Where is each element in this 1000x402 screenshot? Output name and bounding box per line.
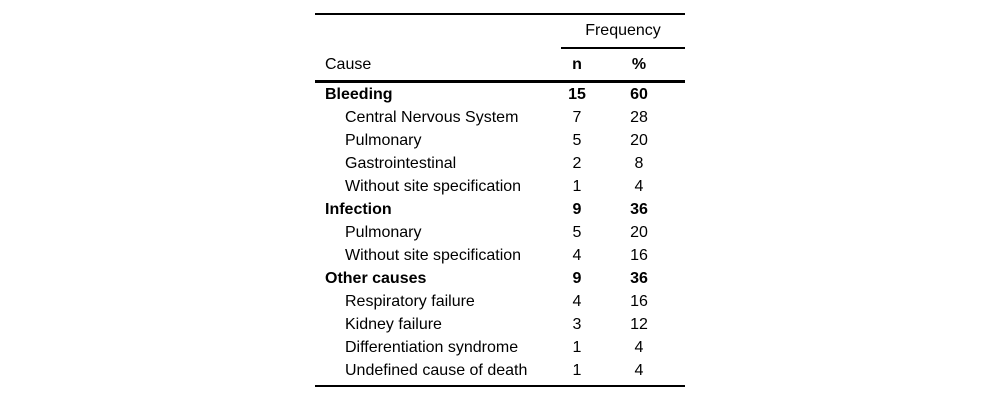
cause-cell: Bleeding — [325, 85, 393, 103]
percent-cell: 36 — [630, 200, 648, 218]
n-cell: 2 — [572, 154, 582, 172]
frequency-spanner-rule — [561, 47, 685, 49]
cause-cell: Without site specification — [345, 246, 522, 264]
table-body: Bleeding 15 60 Central Nervous System 7 … — [315, 83, 685, 382]
percent-cell: 60 — [630, 85, 648, 103]
percent-cell: 8 — [634, 154, 644, 172]
percent-cell: 4 — [634, 338, 644, 356]
n-cell: 3 — [572, 315, 582, 333]
table-bottom-rule — [315, 385, 685, 387]
cause-cell: Kidney failure — [345, 315, 442, 333]
n-cell: 7 — [572, 108, 582, 126]
column-header-percent: % — [631, 55, 647, 73]
n-cell: 1 — [572, 177, 582, 195]
percent-cell: 12 — [630, 315, 648, 333]
column-header-row: Cause n % — [315, 49, 685, 80]
table-row: Gastrointestinal 2 8 — [315, 152, 685, 175]
percent-cell: 36 — [630, 269, 648, 287]
percent-cell: 4 — [634, 361, 644, 379]
table-row: Kidney failure 3 12 — [315, 313, 685, 336]
percent-cell: 16 — [630, 246, 648, 264]
n-cell: 9 — [572, 200, 582, 218]
column-group-header-row: Frequency — [315, 15, 685, 47]
table-row: Without site specification 1 4 — [315, 175, 685, 198]
frequency-table: Frequency Cause n % Bleeding 15 60 Centr… — [315, 0, 685, 387]
table-row: Bleeding 15 60 — [315, 83, 685, 106]
cause-cell: Other causes — [325, 269, 427, 287]
cause-cell: Infection — [325, 200, 392, 218]
table-row: Respiratory failure 4 16 — [315, 290, 685, 313]
table-row: Central Nervous System 7 28 — [315, 106, 685, 129]
cause-cell: Respiratory failure — [345, 292, 475, 310]
n-cell: 4 — [572, 292, 582, 310]
n-cell: 1 — [572, 338, 582, 356]
n-cell: 9 — [572, 269, 582, 287]
table-row: Without site specification 4 16 — [315, 244, 685, 267]
column-header-n: n — [572, 55, 582, 73]
header-separator-rule — [315, 80, 685, 83]
cause-cell: Differentiation syndrome — [345, 338, 519, 356]
cause-cell: Pulmonary — [345, 131, 422, 149]
percent-cell: 20 — [630, 223, 648, 241]
table-top-rule — [315, 13, 685, 15]
column-group-header-frequency: Frequency — [585, 22, 661, 39]
percent-cell: 4 — [634, 177, 644, 195]
percent-cell: 16 — [630, 292, 648, 310]
n-cell: 5 — [572, 131, 582, 149]
table-row: Other causes 9 36 — [315, 267, 685, 290]
n-cell: 5 — [572, 223, 582, 241]
percent-cell: 20 — [630, 131, 648, 149]
table-row: Infection 9 36 — [315, 198, 685, 221]
table-row: Pulmonary 5 20 — [315, 129, 685, 152]
cause-cell: Without site specification — [345, 177, 522, 195]
table-row: Differentiation syndrome 1 4 — [315, 336, 685, 359]
n-cell: 15 — [568, 85, 586, 103]
cause-cell: Central Nervous System — [345, 108, 519, 126]
table-row: Undefined cause of death 1 4 — [315, 359, 685, 382]
column-header-cause: Cause — [325, 55, 372, 73]
cause-cell: Pulmonary — [345, 223, 422, 241]
cause-cell: Undefined cause of death — [345, 361, 528, 379]
n-cell: 4 — [572, 246, 582, 264]
cause-cell: Gastrointestinal — [345, 154, 457, 172]
table-row: Pulmonary 5 20 — [315, 221, 685, 244]
n-cell: 1 — [572, 361, 582, 379]
percent-cell: 28 — [630, 108, 648, 126]
